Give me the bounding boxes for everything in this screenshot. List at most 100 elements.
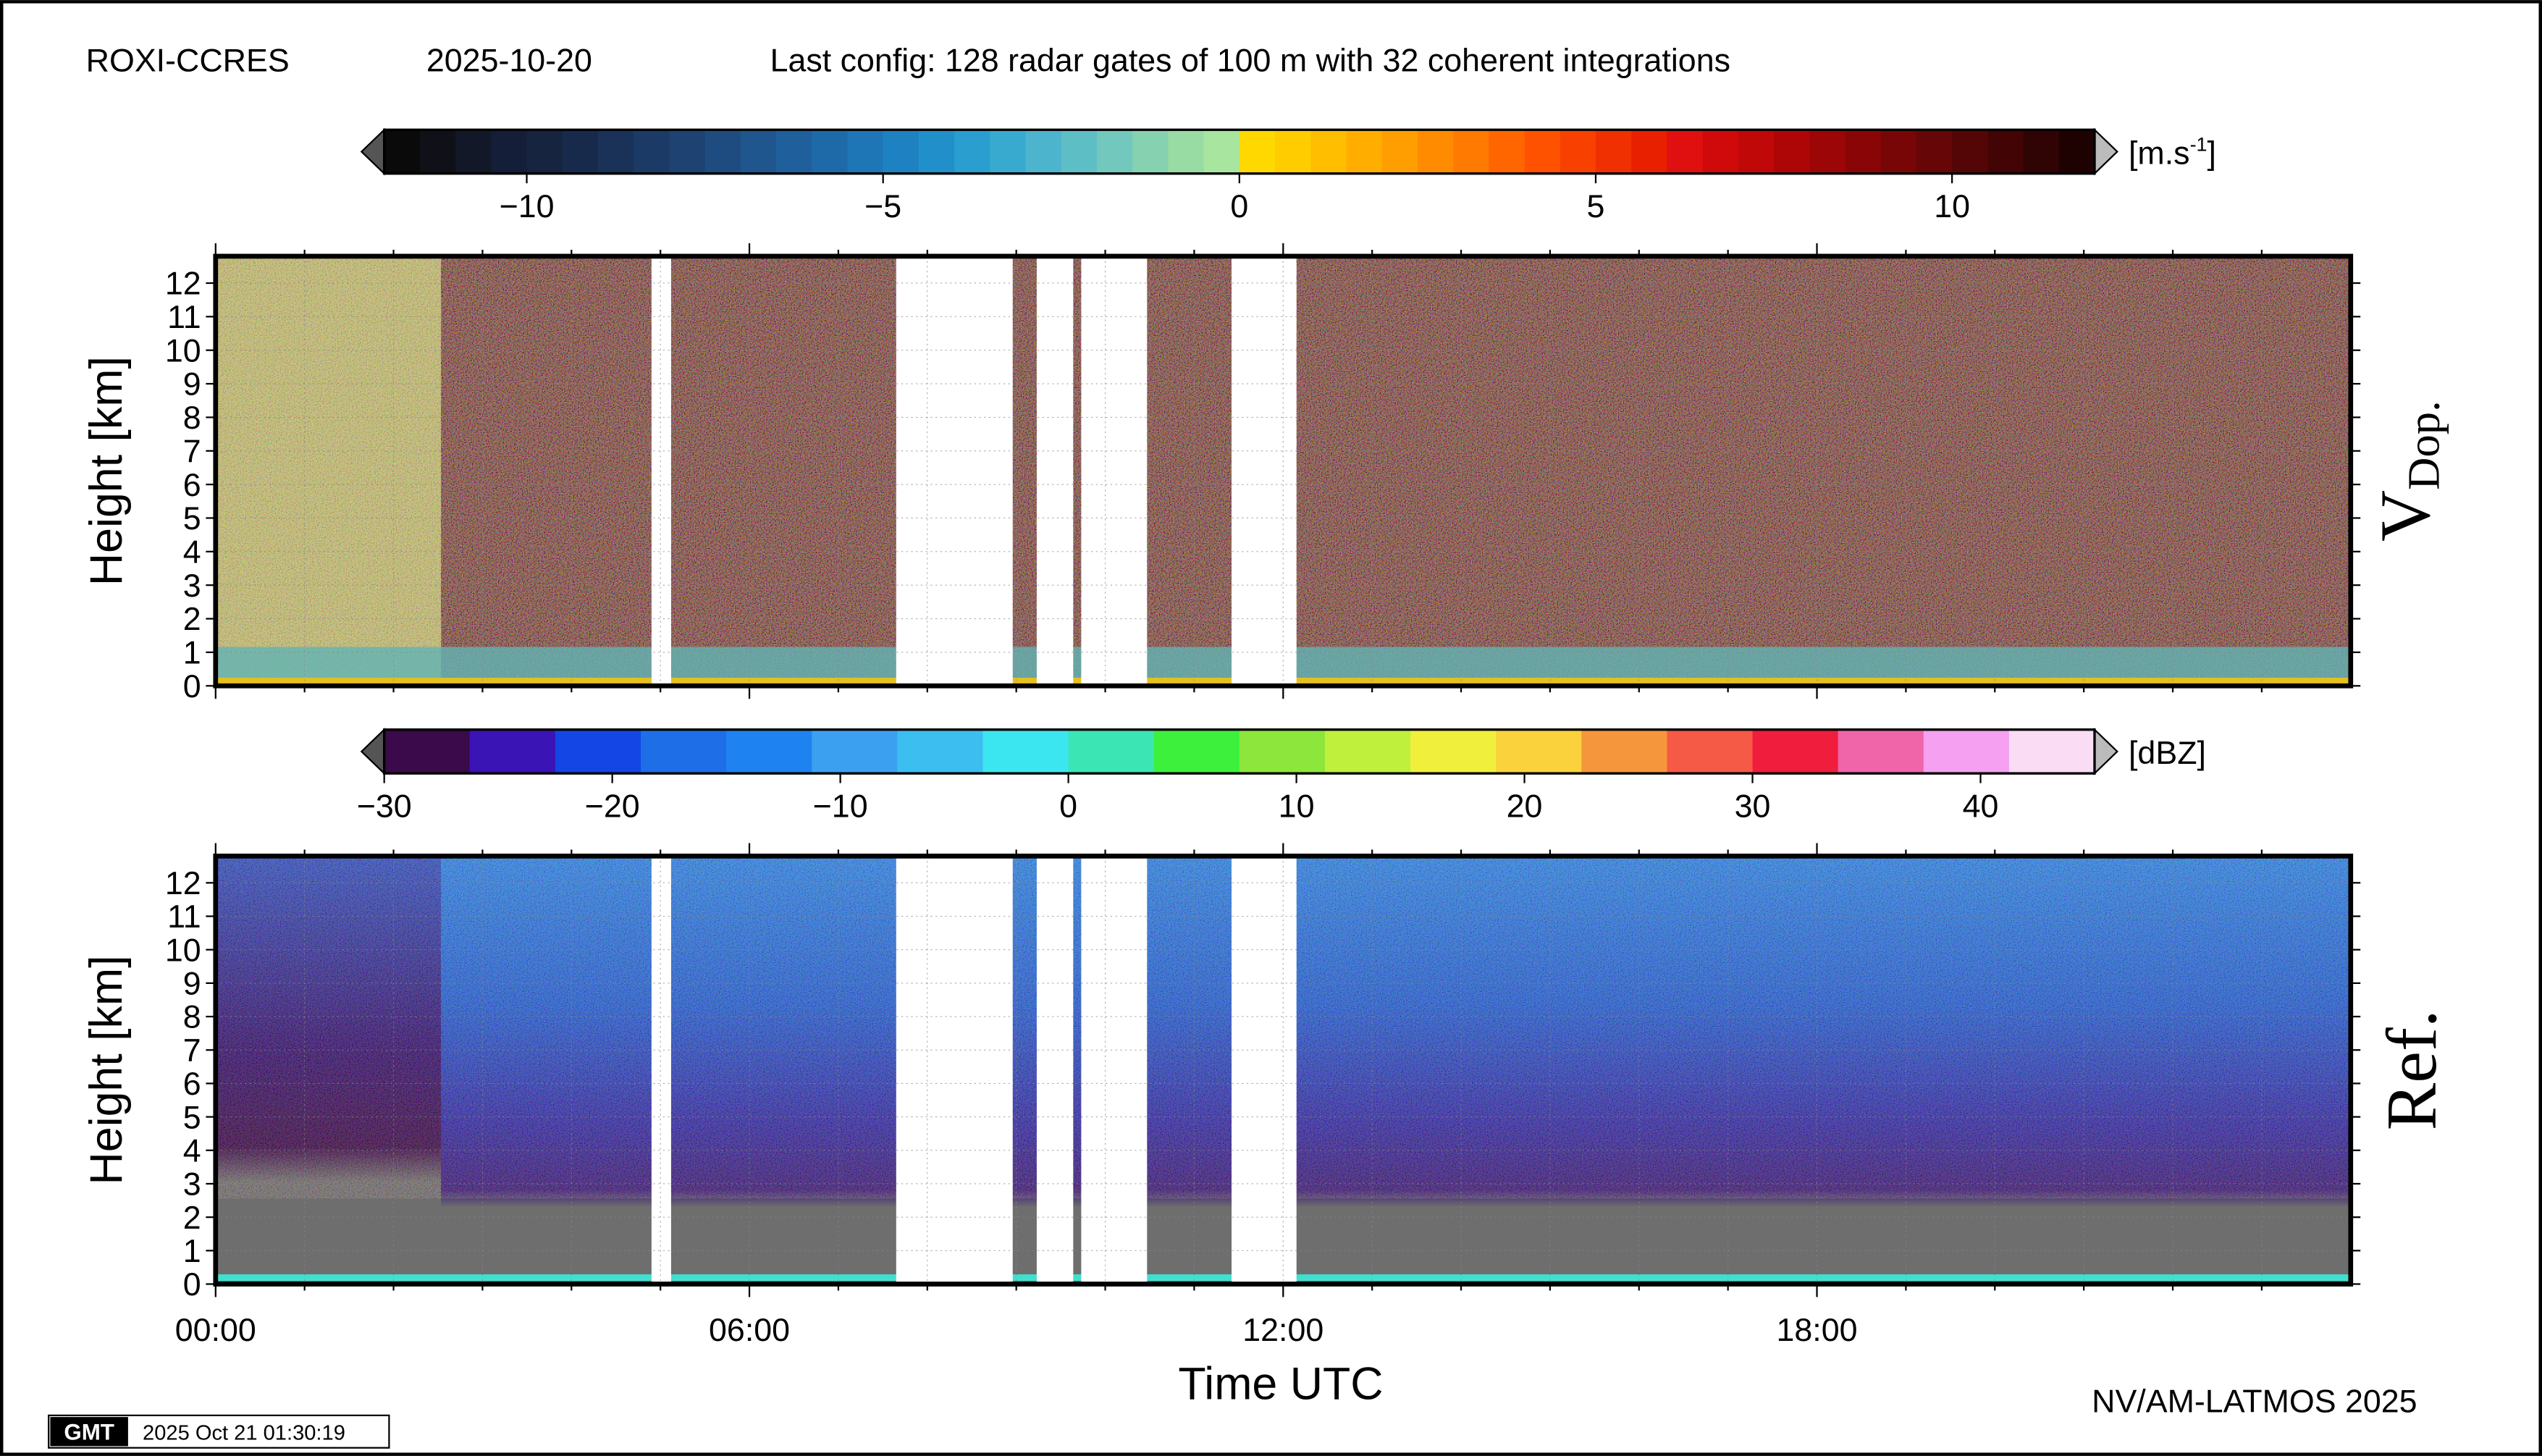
data-gap <box>1081 256 1148 686</box>
y-tick-label: 3 <box>183 568 201 604</box>
colorbar-unit: [dBZ] <box>2129 735 2206 771</box>
unit-main: [dBZ] <box>2129 735 2206 771</box>
field-noise <box>215 256 442 686</box>
colorbar-tick-label: −10 <box>500 188 555 224</box>
colorbar-cell <box>1168 130 1205 174</box>
colorbar-cell <box>1595 130 1633 174</box>
y-tick-label: 10 <box>165 332 201 369</box>
y-tick-label: 2 <box>183 601 201 637</box>
colorbar-cell <box>704 130 741 174</box>
panel-label: VDop. <box>2365 400 2449 542</box>
y-tick-label: 6 <box>183 1066 201 1102</box>
data-gap <box>896 256 1013 686</box>
y-axis-label: Height [km] <box>81 955 132 1184</box>
panel-label-sub: Dop. <box>2399 400 2449 490</box>
colorbar-cell <box>812 729 898 774</box>
colorbar-cell <box>455 130 492 174</box>
colorbar-cell <box>562 130 599 174</box>
credit: NV/AM-LATMOS 2025 <box>2092 1383 2417 1419</box>
colorbar-cell <box>1667 729 1754 774</box>
colorbar-cell <box>555 729 642 774</box>
y-tick-label: 5 <box>183 1099 201 1135</box>
colorbar-cell <box>812 130 849 174</box>
colorbar-cell <box>1631 130 1668 174</box>
colorbar-cell <box>1310 130 1347 174</box>
y-axis-label: Height [km] <box>81 356 132 586</box>
colorbar-cell <box>1923 729 2010 774</box>
colorbar-cell <box>1774 130 1811 174</box>
plot-frame <box>213 253 2354 689</box>
colorbar-tick-label: −30 <box>357 788 412 825</box>
colorbar-cell <box>1025 130 1062 174</box>
colorbar-cell <box>1752 729 1839 774</box>
colorbar-cell <box>526 130 563 174</box>
x-tick-label: 00:00 <box>175 1312 256 1348</box>
colorbar-cell <box>1068 729 1155 774</box>
colorbar-tick-label: 40 <box>1963 788 1999 825</box>
colorbar-cell <box>1916 130 1953 174</box>
colorbar-cell <box>982 729 1069 774</box>
colorbar-cell <box>1702 130 1739 174</box>
data-gap <box>1036 856 1074 1284</box>
colorbar-cell <box>384 729 471 774</box>
y-tick-label: 0 <box>183 668 201 704</box>
colorbar-tick-label: 20 <box>1507 788 1543 825</box>
panel-label-main: Ref. <box>2372 1010 2451 1131</box>
data-gap <box>896 856 1013 1284</box>
y-tick-label: 7 <box>183 433 201 469</box>
y-tick-label: 6 <box>183 467 201 503</box>
colorbar-cell <box>954 130 991 174</box>
colorbar-cell <box>1838 729 1924 774</box>
colorbar-tick-label: 5 <box>1587 188 1605 224</box>
data-gap <box>1232 256 1297 686</box>
colorbar-cell <box>1809 130 1846 174</box>
colorbar-cell <box>1524 130 1561 174</box>
colorbar-cell <box>740 130 778 174</box>
y-tick-label: 4 <box>183 1132 201 1169</box>
y-tick-label: 0 <box>183 1266 201 1303</box>
colorbar-cell <box>726 729 813 774</box>
date: 2025-10-20 <box>426 43 592 79</box>
y-tick-label: 2 <box>183 1200 201 1236</box>
colorbar-cell <box>1275 130 1312 174</box>
plot-frame <box>213 854 2354 1287</box>
colorbar-cell <box>897 729 984 774</box>
y-tick-label: 9 <box>183 366 201 403</box>
stamp-logo: GMT <box>64 1419 114 1444</box>
colorbar-cell <box>2023 130 2060 174</box>
colorbar-cell <box>2058 130 2096 174</box>
colorbar-cell <box>1324 729 1412 774</box>
colorbar-tick-label: −10 <box>813 788 868 825</box>
colorbar-cell <box>1239 729 1326 774</box>
y-tick-label: 9 <box>183 966 201 1002</box>
colorbar-cell <box>491 130 528 174</box>
colorbar-cell <box>1239 130 1276 174</box>
colorbar-tick-label: 10 <box>1934 188 1970 224</box>
station: ROXI-CCRES <box>86 43 290 79</box>
colorbar-cell <box>1581 729 1668 774</box>
colorbar-cell <box>990 130 1027 174</box>
colorbar-cell <box>469 729 557 774</box>
data-gap <box>651 256 671 686</box>
y-tick-label: 11 <box>167 299 201 335</box>
stamp-time: 2025 Oct 21 01:30:19 <box>143 1421 345 1444</box>
y-tick-label: 4 <box>183 534 201 571</box>
colorbar-cell <box>1453 130 1490 174</box>
colorbar-cell <box>1346 130 1383 174</box>
colorbar-cell <box>1952 130 1989 174</box>
y-tick-label: 8 <box>183 400 201 436</box>
colorbar-tick-label: 0 <box>1059 788 1077 825</box>
data-gap <box>1081 856 1148 1284</box>
y-tick-label: 12 <box>165 865 201 901</box>
colorbar-unit: [m.s-1] <box>2129 133 2216 171</box>
colorbar-tick-label: −5 <box>864 188 901 224</box>
colorbar-tick-label: 30 <box>1735 788 1771 825</box>
colorbar-cell <box>419 130 457 174</box>
unit-main: [m.s <box>2129 135 2190 171</box>
y-tick-label: 3 <box>183 1166 201 1203</box>
colorbar-cell <box>1987 130 2024 174</box>
colorbar-cell <box>1410 729 1497 774</box>
colorbar-cell <box>1132 130 1169 174</box>
